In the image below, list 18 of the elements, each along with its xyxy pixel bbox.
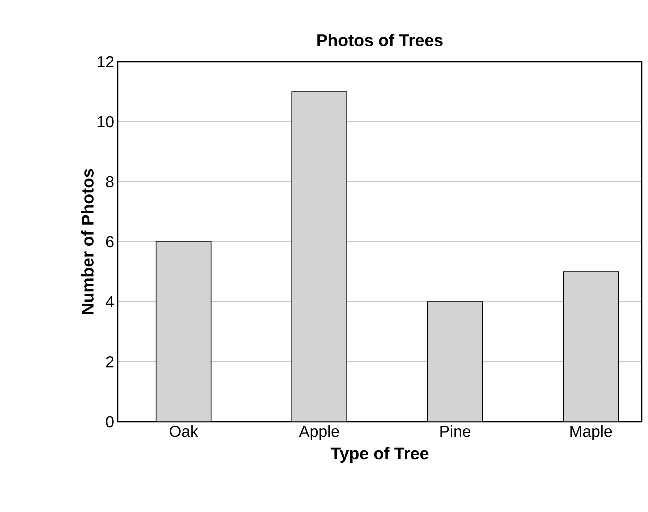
bar	[156, 242, 212, 422]
y-tick-label: 0	[106, 416, 114, 428]
y-tick-label: 6	[106, 236, 114, 248]
x-tick-label: Pine	[440, 426, 471, 438]
bar	[563, 272, 619, 422]
chart-title: Photos of Trees	[318, 34, 443, 47]
bar	[292, 92, 348, 422]
bar	[427, 302, 484, 422]
y-tick-label: 12	[98, 56, 114, 68]
y-axis-title: Number of Photos	[81, 169, 94, 314]
y-tick-label: 4	[106, 296, 114, 308]
y-tick-label: 10	[98, 116, 114, 128]
x-tick-label: Maple	[570, 426, 612, 440]
y-tick-label: 2	[106, 356, 114, 368]
y-tick-label: 8	[106, 176, 114, 188]
x-axis-title: Type of Tree	[330, 447, 429, 464]
x-tick-label: Apple	[299, 426, 340, 440]
x-tick-label: Oak	[170, 426, 198, 438]
